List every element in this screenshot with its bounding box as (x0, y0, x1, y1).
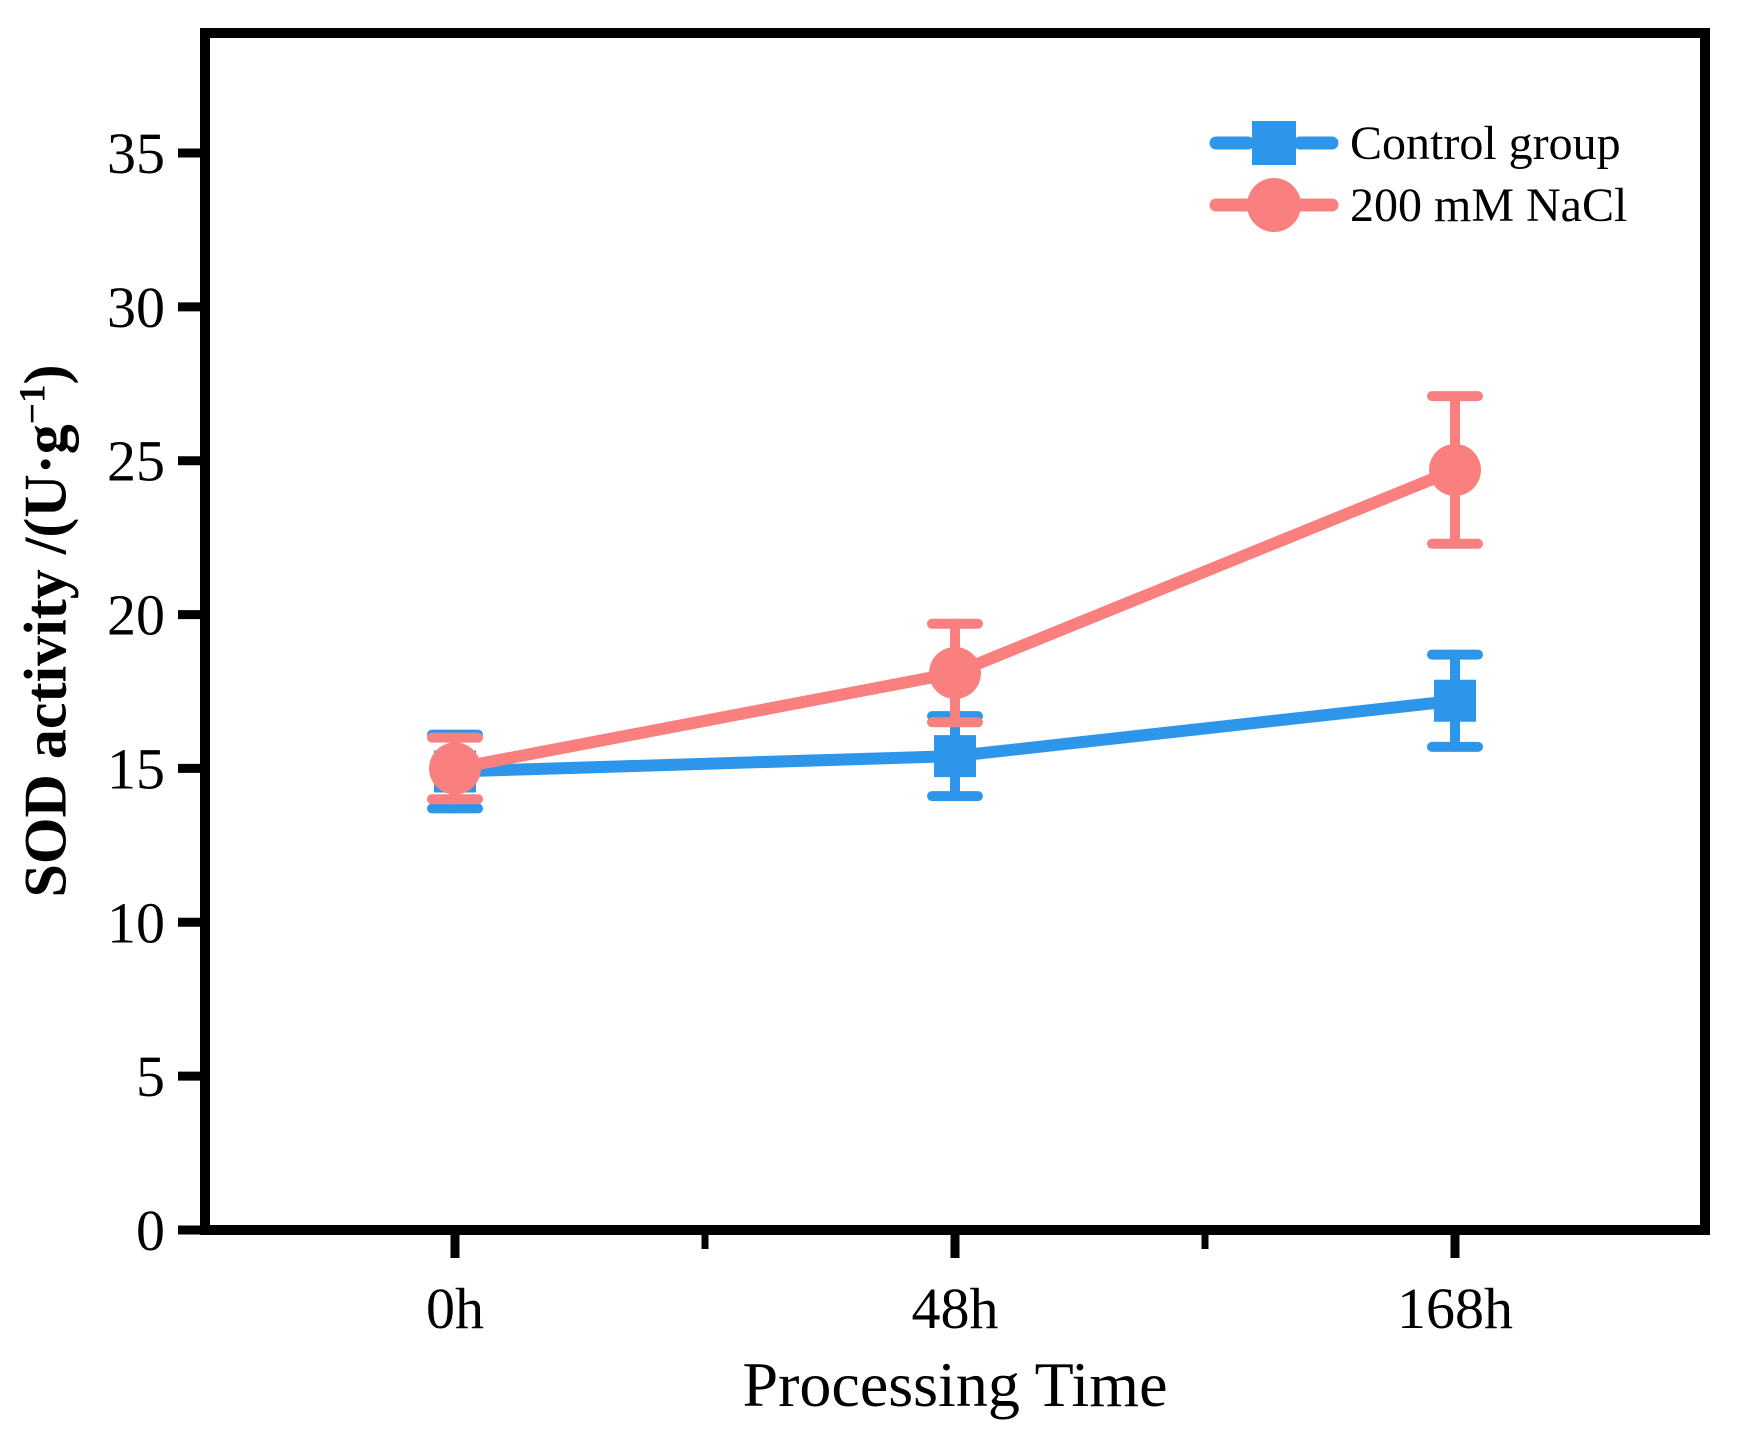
y-tick-label: 10 (107, 890, 165, 955)
plot-frame (200, 28, 1710, 1235)
y-axis-title: SOD activity /(U·g−1) (12, 364, 81, 897)
y-axis-title-superscript: −1 (12, 384, 54, 425)
y-axis-title-text: SOD activity /(U·g (12, 424, 79, 898)
y-tick-label: 0 (136, 1198, 165, 1263)
y-axis-title-close: ) (12, 364, 79, 385)
data-point-circle-marker (429, 742, 481, 795)
y-tick-label: 15 (107, 736, 165, 801)
x-axis-title: Processing Time (742, 1349, 1168, 1420)
legend-item: Control group (1208, 112, 1627, 174)
legend-label: 200 mM NaCl (1350, 178, 1628, 232)
x-tick-label: 168h (1397, 1276, 1513, 1341)
legend-square-marker-icon (1209, 121, 1339, 165)
data-point-circle-marker (1429, 443, 1481, 496)
legend-item: 200 mM NaCl (1208, 174, 1627, 236)
legend: Control group 200 mM NaCl (1208, 112, 1627, 236)
data-point-square-marker (1434, 679, 1476, 722)
y-tick-label: 25 (107, 429, 165, 494)
y-tick-label: 20 (107, 583, 165, 648)
y-tick-label: 30 (107, 275, 165, 340)
legend-circle-marker-icon (1209, 178, 1339, 232)
y-tick-label: 35 (107, 121, 165, 186)
data-point-circle-marker (929, 647, 981, 700)
x-tick-label: 0h (426, 1276, 484, 1341)
y-tick-label: 5 (136, 1044, 165, 1109)
legend-label: Control group (1350, 116, 1621, 170)
data-point-square-marker (934, 735, 976, 778)
x-tick-label: 48h (912, 1276, 999, 1341)
